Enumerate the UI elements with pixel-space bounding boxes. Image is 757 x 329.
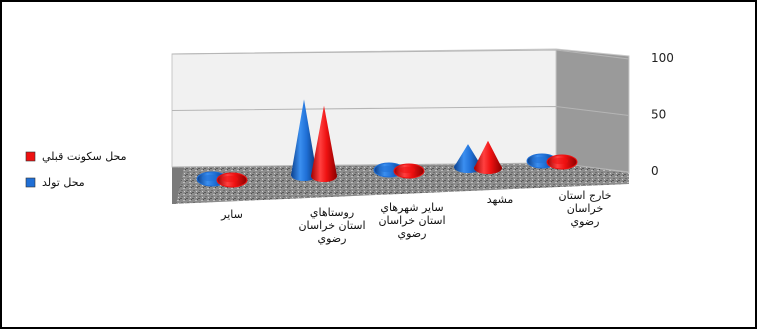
category-label: مشهد	[487, 193, 514, 206]
cone-mark	[311, 105, 337, 182]
y-tick-label: 0	[651, 164, 659, 178]
category-label: سایر	[220, 208, 243, 221]
gridline	[171, 49, 630, 60]
y-tick-label: 100	[651, 51, 674, 65]
y-axis-ticks: 0 50 100	[651, 51, 674, 178]
cone-mark	[474, 140, 502, 174]
category-labels: سایر روستاهاي استان خراسان رضوي سایر شهرهاي ا…	[220, 189, 611, 245]
category-label: روستاهاي استان خراسان رضوي	[298, 206, 365, 245]
cone-mark	[546, 154, 578, 170]
cone-mark	[393, 163, 425, 179]
legend-swatch	[25, 177, 36, 188]
cones	[196, 99, 578, 188]
legend: محل سکونت قبلي محل تولد	[25, 150, 127, 189]
category-label: سایر شهرهاي استان خراسان رضوي	[378, 201, 445, 240]
floor	[172, 163, 629, 204]
y-tick-label: 50	[651, 108, 666, 122]
gridline	[171, 105, 630, 116]
category-label: خارج استان خراسان رضوي	[558, 189, 611, 228]
legend-label: محل سکونت قبلي	[42, 150, 127, 163]
legend-swatch	[25, 151, 36, 162]
legend-label: محل تولد	[42, 176, 85, 189]
cone-mark	[216, 172, 248, 188]
floor-left-edge	[172, 167, 184, 204]
cone-mark	[291, 99, 317, 181]
